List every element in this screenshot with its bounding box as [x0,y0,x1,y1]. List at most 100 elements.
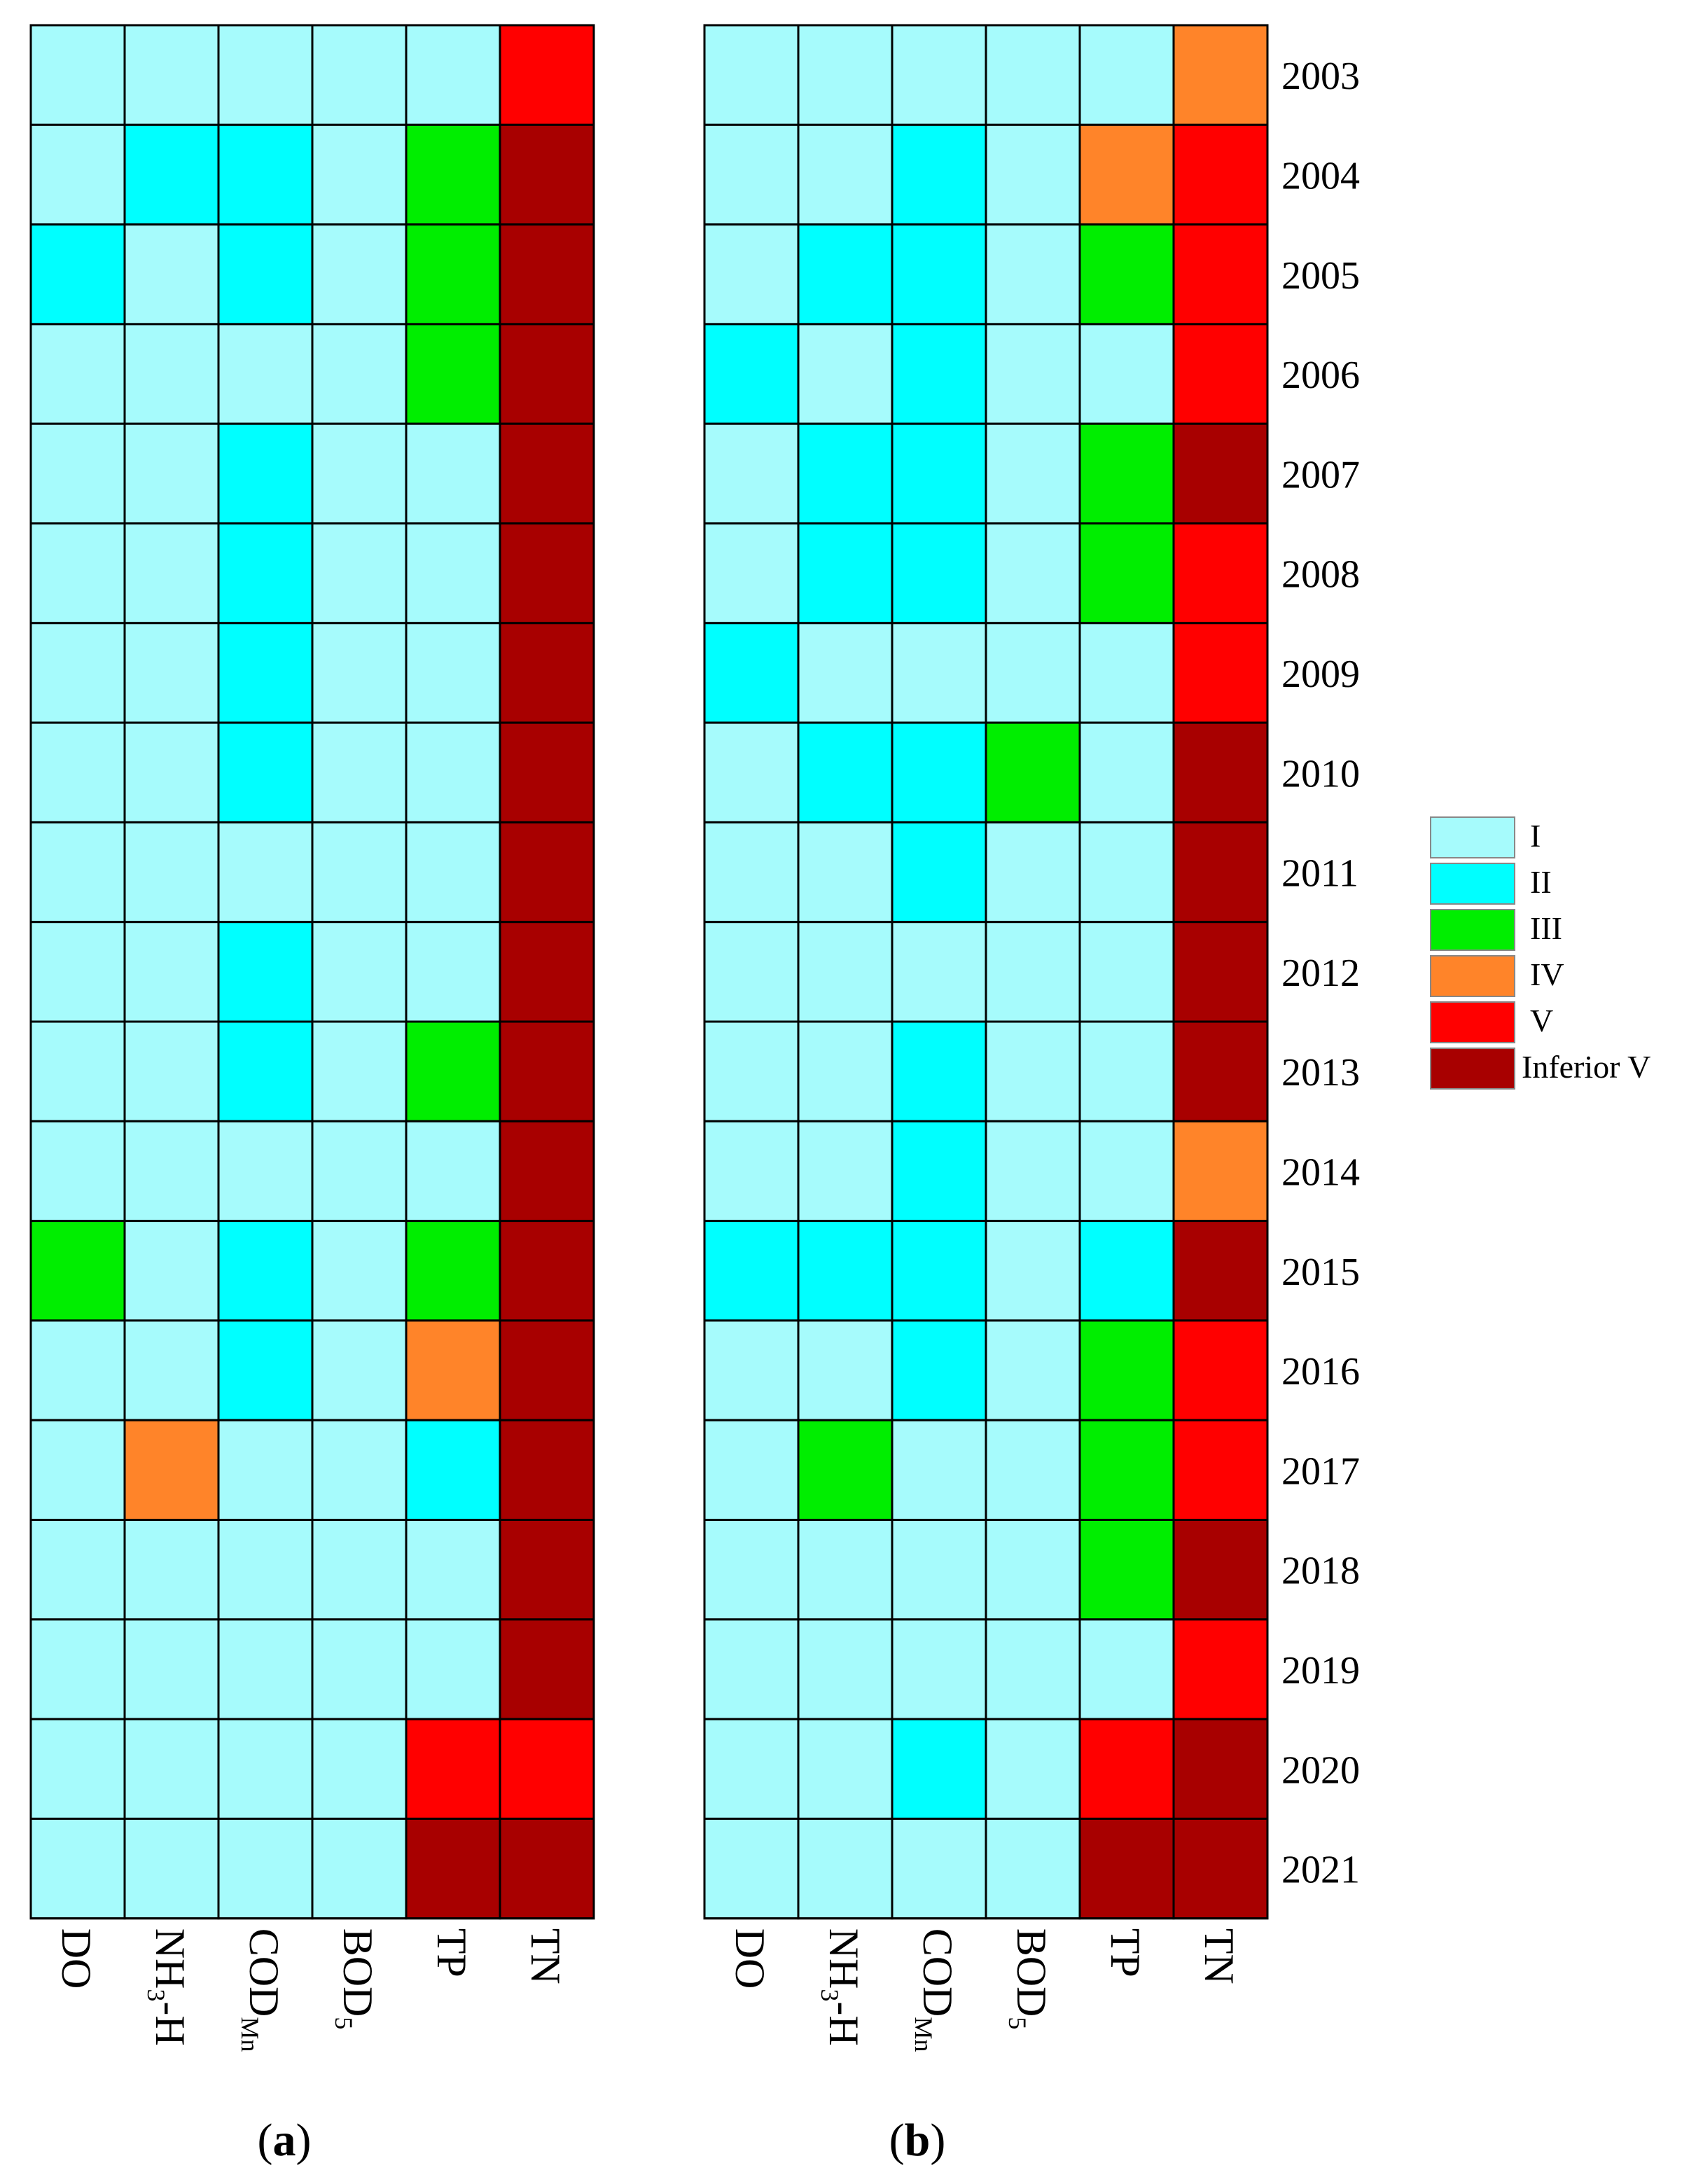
x-tick-label-a-3: BOD5 [330,1928,381,2030]
heatmap-cell-a-2019-0 [29,1618,126,1720]
heatmap-cell-b-2009-0 [703,622,800,724]
heatmap-cell-a-2018-0 [29,1519,126,1621]
heatmap-cell-b-2017-2 [891,1419,987,1521]
heatmap-cell-a-2012-2 [217,921,314,1023]
heatmap-cell-a-2007-4 [405,422,501,525]
heatmap-cell-b-2020-3 [985,1718,1081,1820]
heatmap-cell-b-2010-1 [797,721,894,823]
legend-swatch-1 [1430,863,1515,905]
panel-label-a: (a) [258,2115,312,2166]
heatmap-cell-a-2016-2 [217,1319,314,1421]
heatmap-cell-b-2009-3 [985,622,1081,724]
heatmap-cell-b-2015-1 [797,1220,894,1322]
y-tick-label-2017: 2017 [1281,1449,1360,1493]
heatmap-cell-b-2010-3 [985,721,1081,823]
heatmap-cell-b-2014-1 [797,1120,894,1223]
heatmap-cell-a-2018-4 [405,1519,501,1621]
legend-swatch-5 [1430,1048,1515,1090]
heatmap-frame-b [703,24,1269,1920]
heatmap-cell-a-2004-5 [499,123,595,226]
heatmap-cell-a-2021-0 [29,1817,126,1920]
x-tick-label-a-0: DO [53,1928,99,1989]
heatmap-cell-b-2018-1 [797,1519,894,1621]
heatmap-cell-b-2015-5 [1172,1220,1269,1322]
heatmap-cell-b-2012-3 [985,921,1081,1023]
heatmap-cell-a-2021-2 [217,1817,314,1920]
heatmap-cell-b-2021-5 [1172,1817,1269,1920]
heatmap-cell-a-2011-2 [217,821,314,924]
heatmap-cell-b-2018-2 [891,1519,987,1621]
heatmap-cell-a-2017-3 [311,1419,408,1521]
heatmap-cell-a-2019-1 [123,1618,220,1720]
heatmap-cell-a-2004-4 [405,123,501,226]
heatmap-cell-a-2018-2 [217,1519,314,1621]
heatmap-cell-a-2003-3 [311,24,408,126]
y-tick-label-2013: 2013 [1281,1051,1360,1094]
heatmap-cell-a-2014-3 [311,1120,408,1223]
heatmap-cell-a-2015-1 [123,1220,220,1322]
y-tick-label-2005: 2005 [1281,254,1360,298]
heatmap-cell-a-2007-5 [499,422,595,525]
heatmap-cell-a-2020-3 [311,1718,408,1820]
legend-label-0: I [1530,818,1541,854]
heatmap-cell-b-2014-3 [985,1120,1081,1223]
panel-labels: (a) (b) [258,2115,946,2166]
legend-label-2: III [1530,910,1562,946]
heatmap-cell-a-2008-0 [29,522,126,625]
heatmap-cell-b-2012-2 [891,921,987,1023]
heatmap-cell-a-2006-3 [311,323,408,425]
heatmap-cell-a-2017-5 [499,1419,595,1521]
heatmap-cell-a-2021-3 [311,1817,408,1920]
heatmap-cell-a-2011-3 [311,821,408,924]
heatmap-cell-a-2006-0 [29,323,126,425]
x-tick-label-b-1: NH3-H [816,1928,867,2046]
heatmap-cell-a-2003-5 [499,24,595,126]
heatmap-cell-a-2021-5 [499,1817,595,1920]
heatmap-cell-b-2015-2 [891,1220,987,1322]
heatmap-cell-b-2006-0 [703,323,800,425]
heatmap-cell-a-2010-5 [499,721,595,823]
heatmap-cell-a-2015-5 [499,1220,595,1322]
heatmap-cell-a-2014-1 [123,1120,220,1223]
legend-label-3: IV [1530,957,1564,992]
heatmap-cell-b-2006-5 [1172,323,1269,425]
heatmap-cell-a-2006-1 [123,323,220,425]
heatmap-cell-b-2020-1 [797,1718,894,1820]
heatmap-cell-b-2016-1 [797,1319,894,1421]
heatmap-panel-b: DO NH3-H CODMn BOD5 TP TN 2003 2004 2005 2006 2007… [703,24,1360,2052]
heatmap-cell-a-2007-0 [29,422,126,525]
heatmap-cell-a-2009-5 [499,622,595,724]
heatmap-cell-a-2020-2 [217,1718,314,1820]
heatmap-cell-b-2021-0 [703,1817,800,1920]
heatmap-cell-b-2009-2 [891,622,987,724]
heatmap-cell-a-2019-5 [499,1618,595,1720]
y-tick-label-2004: 2004 [1281,154,1360,197]
heatmap-cell-b-2017-0 [703,1419,800,1521]
heatmap-cell-a-2018-5 [499,1519,595,1621]
y-tick-label-2018: 2018 [1281,1550,1360,1593]
heatmap-cell-b-2015-0 [703,1220,800,1322]
x-tick-label-b-3: BOD5 [1003,1928,1055,2030]
heatmap-cell-a-2009-2 [217,622,314,724]
heatmap-cell-a-2012-4 [405,921,501,1023]
heatmap-cell-a-2005-0 [29,223,126,326]
x-tick-label-b-5: TN [1196,1928,1242,1984]
heatmap-cell-a-2010-2 [217,721,314,823]
heatmap-cell-a-2004-3 [311,123,408,226]
heatmap-cell-a-2010-1 [123,721,220,823]
heatmap-cell-b-2006-3 [985,323,1081,425]
heatmap-cell-a-2005-3 [311,223,408,326]
heatmap-cell-b-2012-0 [703,921,800,1023]
heatmap-cell-b-2008-5 [1172,522,1269,625]
heatmap-cell-a-2017-2 [217,1419,314,1521]
heatmap-cell-a-2016-0 [29,1319,126,1421]
heatmap-cell-a-2005-4 [405,223,501,326]
heatmap-cell-a-2015-4 [405,1220,501,1322]
heatmap-cell-a-2013-2 [217,1020,314,1122]
heatmap-cell-b-2014-4 [1078,1120,1175,1223]
y-tick-label-2020: 2020 [1281,1748,1360,1792]
heatmap-cell-b-2008-2 [891,522,987,625]
heatmap-cell-b-2013-2 [891,1020,987,1122]
heatmap-cell-a-2009-1 [123,622,220,724]
